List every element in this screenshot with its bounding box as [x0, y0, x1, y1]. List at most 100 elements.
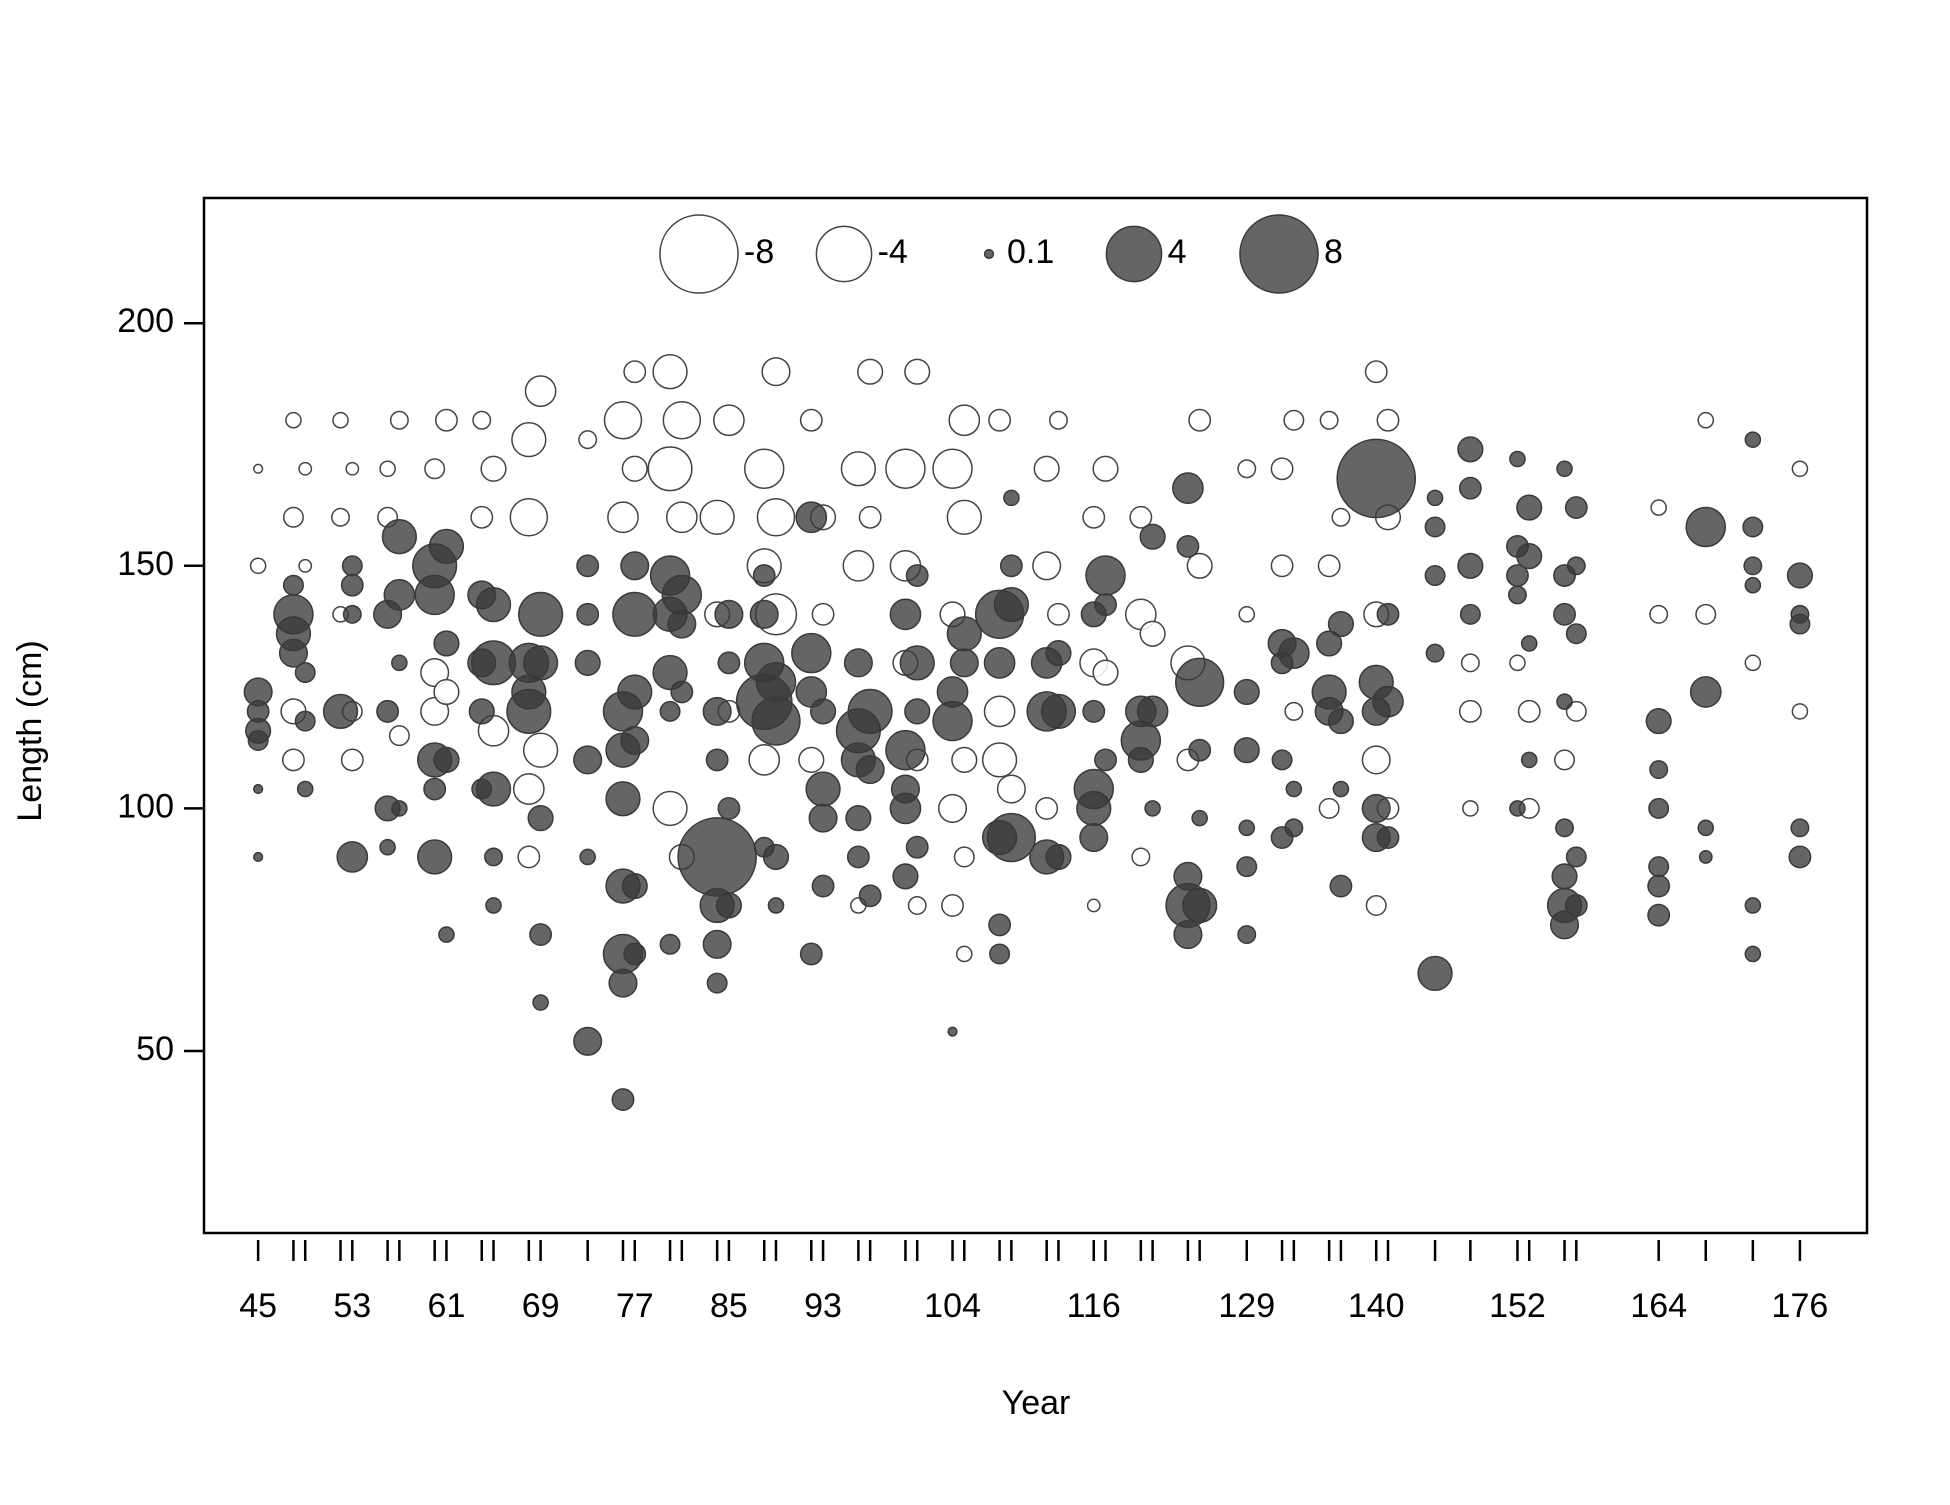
bubble — [518, 591, 564, 637]
bubble — [652, 354, 688, 390]
bubble — [1417, 955, 1453, 992]
bubble — [623, 360, 647, 384]
bubble — [702, 696, 732, 726]
bubble — [1136, 695, 1169, 728]
bubble — [892, 863, 919, 890]
bubble — [1790, 818, 1810, 838]
legend-label: 8 — [1324, 233, 1343, 271]
bubble — [468, 698, 495, 725]
x-tick-label: 77 — [616, 1287, 654, 1325]
bubble — [1458, 699, 1482, 723]
bubble — [345, 461, 360, 476]
bubble — [573, 745, 603, 775]
bubble — [1173, 920, 1203, 950]
bubble — [383, 579, 416, 611]
bubble — [705, 748, 729, 772]
bubble — [1566, 556, 1586, 576]
bubble — [253, 783, 264, 795]
x-tick-label: 129 — [1218, 1287, 1275, 1325]
bubble — [932, 448, 973, 490]
bubble — [1237, 925, 1257, 945]
bubble — [1186, 552, 1213, 579]
bubble — [1139, 523, 1166, 550]
bubble — [576, 554, 600, 578]
bubble — [941, 894, 964, 917]
bubble — [1094, 593, 1117, 617]
bubble — [249, 557, 267, 575]
bubble — [1509, 800, 1526, 817]
bubble — [1284, 818, 1304, 838]
bubble — [1649, 760, 1669, 780]
bubble — [1127, 746, 1154, 773]
bubble — [1336, 438, 1417, 519]
bubble — [1549, 910, 1580, 940]
bubble — [1188, 408, 1212, 432]
bubble — [485, 897, 502, 914]
bubble — [620, 551, 650, 581]
bubble — [767, 897, 785, 914]
x-tick-label: 69 — [522, 1287, 560, 1325]
bubble — [389, 410, 409, 430]
bubble — [1284, 701, 1304, 721]
bubble — [702, 929, 732, 959]
bubble — [1003, 489, 1020, 507]
bubble — [480, 455, 507, 482]
bubble — [424, 458, 446, 480]
bubble — [652, 654, 688, 691]
bubble — [948, 404, 981, 437]
bubble — [381, 519, 418, 555]
bubble — [1040, 693, 1077, 730]
bubble — [475, 586, 512, 623]
bubble — [983, 646, 1016, 679]
bubble — [332, 411, 349, 429]
bubble — [1565, 623, 1587, 645]
bubble — [1331, 507, 1351, 527]
bubble — [433, 678, 460, 706]
bubble — [743, 448, 785, 490]
bubble — [1316, 630, 1343, 657]
bubble — [1172, 472, 1204, 505]
bubble — [423, 777, 447, 801]
bubble — [937, 793, 968, 823]
bubble — [1233, 737, 1260, 764]
bubble — [417, 839, 453, 875]
bubble — [947, 1026, 958, 1037]
bubble — [522, 645, 559, 681]
bubble — [1032, 551, 1062, 581]
bubble — [620, 725, 650, 756]
bubble — [885, 448, 926, 490]
bubble — [340, 573, 364, 597]
bubble — [576, 602, 600, 626]
bubble — [391, 800, 408, 817]
bubble — [1565, 846, 1587, 868]
bubble — [752, 564, 776, 587]
bubble — [1789, 613, 1811, 635]
bubble — [529, 923, 553, 947]
bubble — [996, 774, 1026, 804]
bubble — [1786, 562, 1814, 589]
bubble — [1647, 874, 1671, 898]
bubble — [517, 845, 541, 869]
bubble — [1176, 534, 1200, 558]
bubble — [1791, 460, 1809, 478]
bubble — [379, 838, 396, 856]
bubble — [1327, 610, 1355, 638]
bubble — [899, 645, 935, 681]
bubble — [331, 507, 351, 527]
bubble — [522, 732, 559, 768]
bubble — [652, 790, 688, 827]
bubble — [986, 812, 1037, 863]
bubble — [1332, 780, 1350, 798]
bubble — [1698, 850, 1713, 864]
bubble — [1556, 460, 1573, 478]
bubble — [1092, 659, 1119, 686]
bubble — [298, 461, 313, 476]
bubble — [1424, 565, 1446, 587]
bubble — [667, 609, 697, 639]
bubble — [1744, 654, 1762, 672]
bubble — [748, 744, 781, 776]
y-tick-label: 150 — [117, 545, 174, 583]
x-tick-label: 53 — [333, 1287, 371, 1325]
bubble — [1047, 602, 1070, 626]
bubble — [1144, 800, 1161, 817]
